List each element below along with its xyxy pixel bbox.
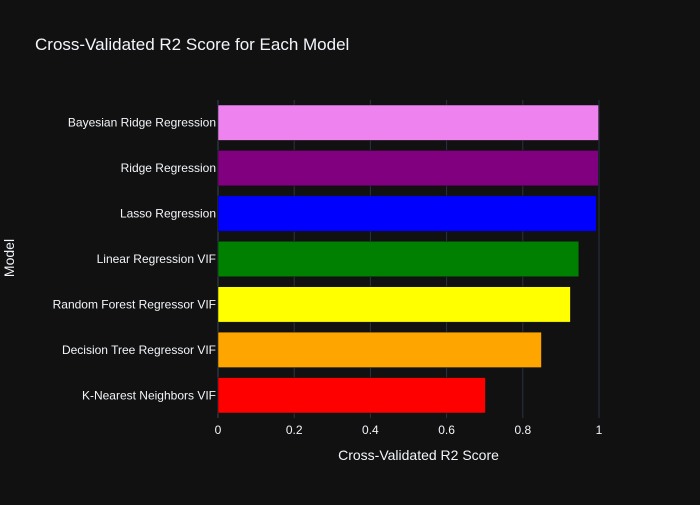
y-tick-label: K-Nearest Neighbors VIF bbox=[82, 388, 216, 402]
bar[interactable] bbox=[217, 104, 599, 141]
y-tick-label: Random Forest Regressor VIF bbox=[53, 297, 216, 311]
x-axis-title: Cross-Validated R2 Score bbox=[338, 447, 499, 463]
x-tick-label: 0.4 bbox=[362, 423, 379, 437]
bar[interactable] bbox=[217, 377, 486, 414]
x-tick-label: 1 bbox=[596, 423, 603, 437]
x-tick-label: 0 bbox=[215, 423, 222, 437]
x-axis-tick-labels: 0 0.2 0.4 0.6 0.8 1 bbox=[215, 423, 603, 437]
bar[interactable] bbox=[217, 331, 542, 368]
bar[interactable] bbox=[217, 241, 580, 277]
y-tick-label: Ridge Regression bbox=[121, 161, 216, 175]
y-tick-label: Decision Tree Regressor VIF bbox=[62, 343, 216, 357]
y-tick-label: Lasso Regression bbox=[120, 207, 216, 221]
y-tick-label: Bayesian Ridge Regression bbox=[68, 116, 216, 130]
y-axis-tick-labels: K-Nearest Neighbors VIF Decision Tree Reg… bbox=[53, 116, 216, 403]
y-axis-title: Model bbox=[1, 239, 17, 277]
x-tick-label: 0.8 bbox=[514, 423, 531, 437]
bar[interactable] bbox=[217, 195, 597, 232]
bar[interactable] bbox=[217, 286, 571, 323]
x-tick-label: 0.6 bbox=[438, 423, 455, 437]
bars-layer bbox=[217, 104, 599, 414]
y-tick-label: Linear Regression VIF bbox=[97, 252, 216, 266]
chart-title: Cross-Validated R2 Score for Each Model bbox=[35, 35, 349, 54]
x-tick-label: 0.2 bbox=[286, 423, 303, 437]
bar[interactable] bbox=[217, 150, 599, 187]
